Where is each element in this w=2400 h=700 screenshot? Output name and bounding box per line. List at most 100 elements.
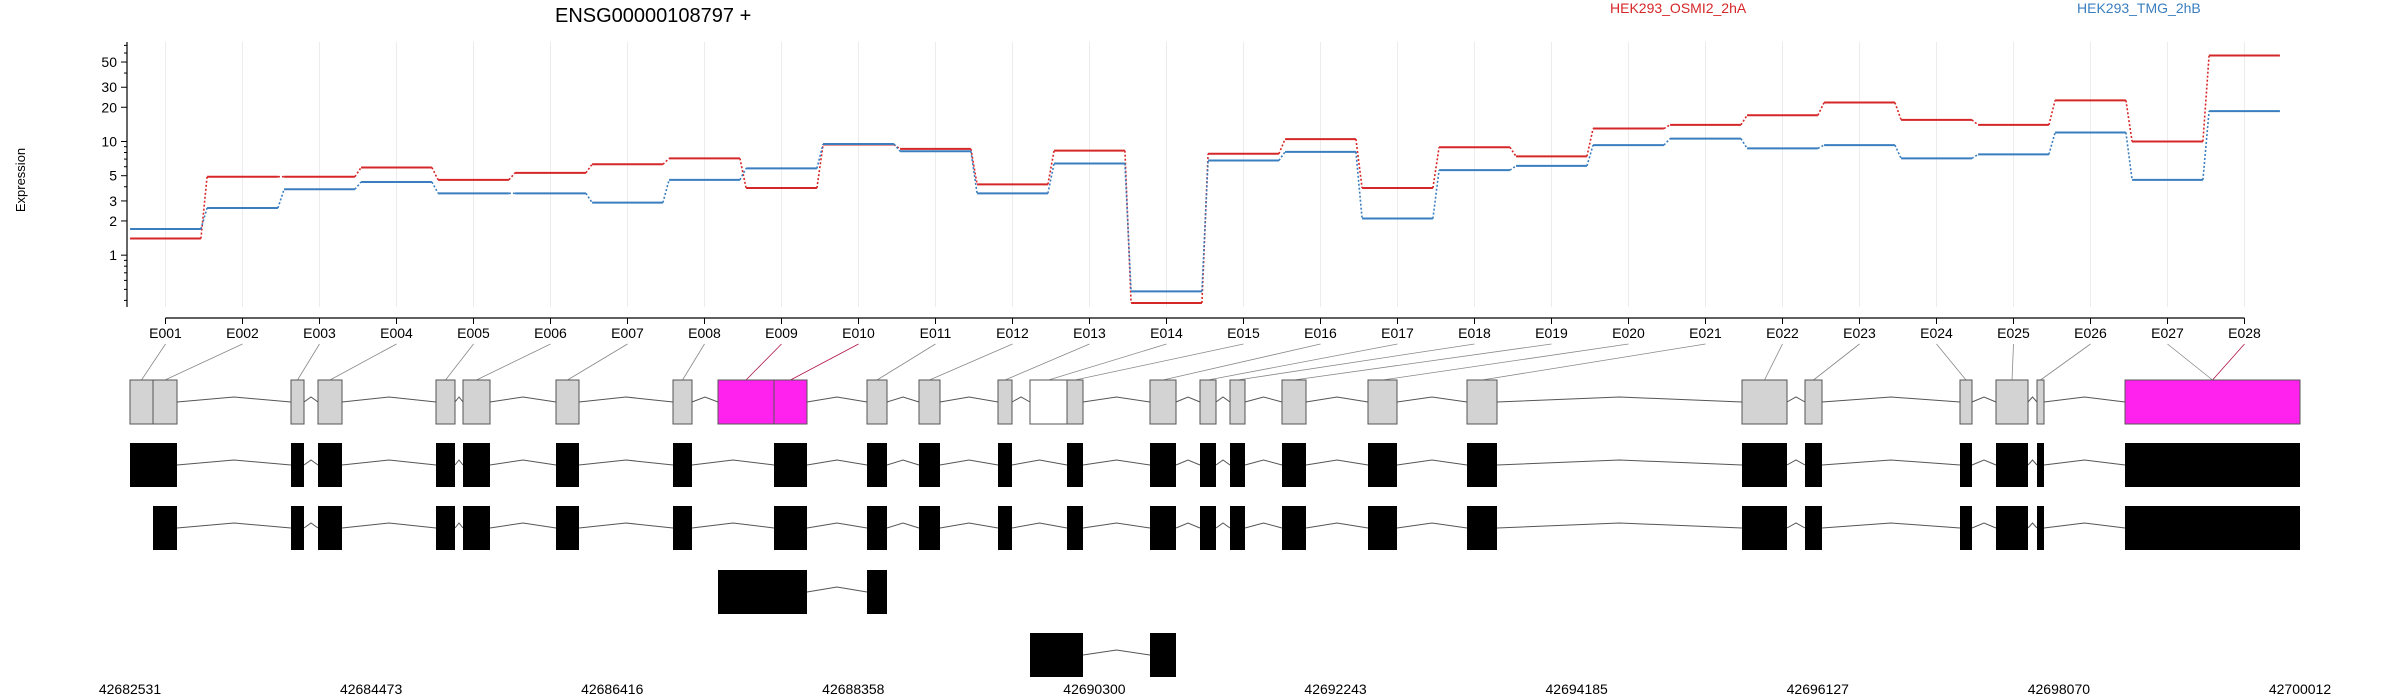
series-1-join <box>970 148 978 185</box>
series-1 <box>130 54 2280 304</box>
series-1-join <box>1355 138 1363 189</box>
x-tick-label-e005: E005 <box>457 325 490 341</box>
transcript-exon-block <box>153 506 177 550</box>
transcript-intron <box>1244 459 1283 466</box>
transcript-exon-block <box>1150 443 1176 487</box>
intron-line <box>1082 396 1151 403</box>
exon-box-e003 <box>290 379 305 425</box>
transcript-intron <box>1971 459 1997 466</box>
transcript-intron <box>578 459 674 466</box>
series-1-join <box>1509 146 1517 157</box>
series-2-join <box>662 179 670 203</box>
transcript-tracks <box>130 443 2300 677</box>
series-2-join <box>1509 165 1517 171</box>
series-1-join <box>354 167 362 178</box>
exon-box-e022 <box>1741 379 1788 425</box>
exon-box-e008 <box>672 379 693 425</box>
transcript-exon-block <box>1030 633 1083 677</box>
series-1-join <box>816 144 824 189</box>
intron-line <box>341 396 437 403</box>
intron-line <box>1496 396 1743 403</box>
transcript-exon-block <box>1960 506 1972 550</box>
exon-box-e024 <box>1959 379 1973 425</box>
transcript-exon-block <box>1230 506 1245 550</box>
transcript-3 <box>718 570 887 614</box>
series-2-join <box>1047 163 1055 194</box>
series-1-join <box>2202 55 2210 142</box>
x-tick-label-e023: E023 <box>1843 325 1876 341</box>
transcript-intron <box>1496 522 1743 529</box>
transcript-intron <box>578 522 674 529</box>
exon-box-e010 <box>773 379 808 425</box>
exon-box-e004 <box>317 379 343 425</box>
intron-line <box>2043 396 2126 403</box>
x-tick-label-e010: E010 <box>842 325 875 341</box>
transcript-exon-block <box>1805 506 1822 550</box>
x-tick-label-e020: E020 <box>1612 325 1645 341</box>
transcript-intron <box>341 522 437 529</box>
transcript-intron <box>1215 522 1231 529</box>
x-tick-label-e018: E018 <box>1458 325 1491 341</box>
exon-connector <box>1936 343 1967 381</box>
transcript-intron <box>1821 522 1961 529</box>
intron-line <box>1244 396 1283 403</box>
genomic-coordinate-label: 42694185 <box>1546 681 1609 697</box>
x-tick-label-e007: E007 <box>611 325 644 341</box>
exon-box-e011 <box>866 379 888 425</box>
transcript-exon-block <box>1996 443 2028 487</box>
exon-box-e019 <box>1281 379 1307 425</box>
transcript-exon-block <box>463 506 490 550</box>
exon-box-e001 <box>129 379 154 425</box>
transcript-exon-block <box>1200 506 1216 550</box>
series-2-join <box>277 189 285 209</box>
x-tick-label-e017: E017 <box>1381 325 1414 341</box>
series-1-join <box>1817 102 1825 116</box>
exon-connector <box>1004 343 1090 381</box>
transcript-exon-block <box>1368 443 1397 487</box>
series-2-join <box>354 181 362 190</box>
transcript-exon-block <box>1467 506 1497 550</box>
transcript-exon-block <box>919 443 940 487</box>
transcript-intron <box>886 522 920 529</box>
transcript-exon-block <box>1150 633 1176 677</box>
transcript-intron <box>1396 459 1468 466</box>
transcript-intron <box>691 522 775 529</box>
transcript-exon-block <box>2125 443 2300 487</box>
transcript-1 <box>130 443 2300 487</box>
exon-box-e007 <box>555 379 580 425</box>
x-tick-label-e022: E022 <box>1766 325 1799 341</box>
transcript-exon-block <box>673 506 692 550</box>
exon-connector <box>745 343 782 381</box>
exon-connector <box>445 343 474 381</box>
x-tick-label-e006: E006 <box>534 325 567 341</box>
series-2-join <box>1124 163 1132 292</box>
transcript-intron <box>939 522 999 529</box>
exon-box-e025 <box>1995 379 2029 425</box>
intron-line <box>2027 396 2038 403</box>
intron-line <box>578 396 674 403</box>
transcript-exon-block <box>867 506 887 550</box>
transcript-intron <box>2043 459 2126 466</box>
transcript-intron <box>303 522 319 529</box>
transcript-intron <box>1175 459 1201 466</box>
series-2-join <box>1278 151 1286 161</box>
exon-connector <box>1813 343 1860 381</box>
exon-box-e026 <box>2036 379 2045 425</box>
transcript-exon-block <box>1368 506 1397 550</box>
transcript-exon-block <box>1282 443 1306 487</box>
x-tick-label-e019: E019 <box>1535 325 1568 341</box>
series-1-join <box>1971 119 1979 126</box>
exon-connector <box>1207 343 1398 381</box>
x-tick-label-e016: E016 <box>1304 325 1337 341</box>
exon-connector <box>329 343 397 381</box>
exon-box-e015 <box>1066 379 1084 425</box>
genomic-coordinate-label: 42688358 <box>822 681 885 697</box>
exon-box-e021 <box>1466 379 1498 425</box>
series-1-join <box>1586 128 1594 157</box>
intron-line <box>489 396 557 403</box>
transcript-intron <box>454 522 464 529</box>
transcript-intron <box>1244 522 1283 529</box>
transcript-intron <box>303 459 319 466</box>
legend-series-2: HEK293_TMG_2hB <box>2077 0 2201 16</box>
exon-box-e006 <box>462 379 491 425</box>
